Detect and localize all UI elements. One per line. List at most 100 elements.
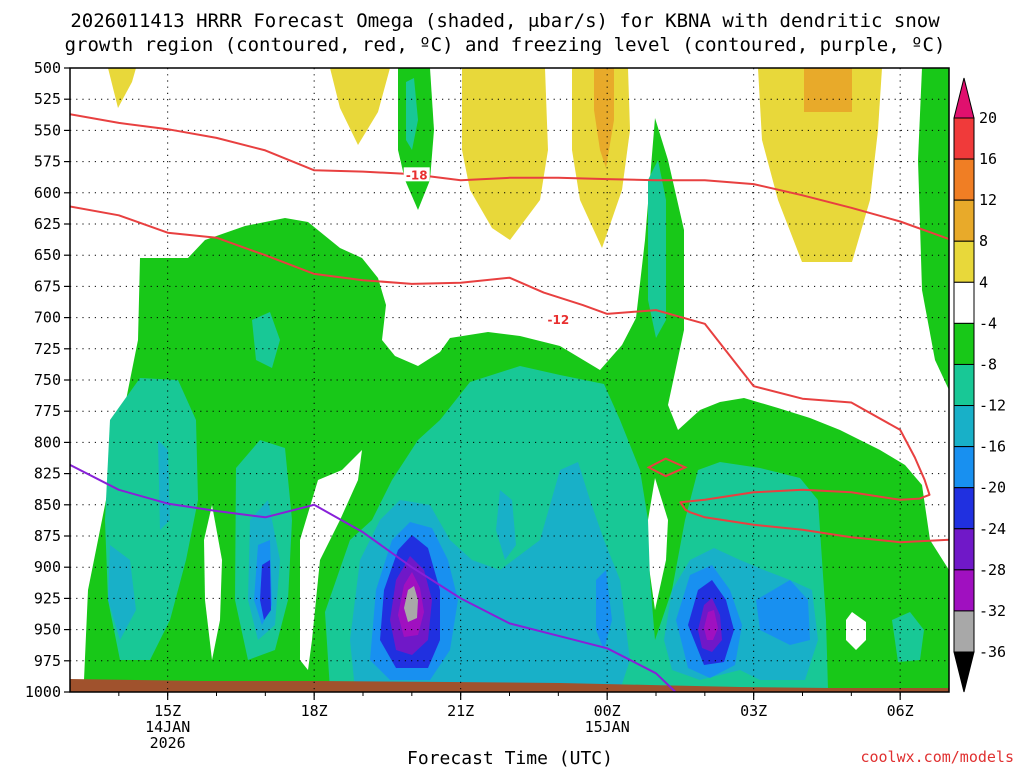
colorbar-label: 20 <box>979 109 997 127</box>
colorbar-segment <box>953 363 975 407</box>
y-tick-label: 625 <box>34 215 61 233</box>
colorbar-label: 8 <box>979 232 988 250</box>
x-tick-label: 06Z <box>887 702 914 720</box>
colorbar-segment <box>953 569 975 612</box>
y-tick-label: 500 <box>34 59 61 77</box>
omega-gap <box>846 612 866 650</box>
x-tick-label: 21Z <box>447 702 474 720</box>
y-tick-label: 650 <box>34 246 61 264</box>
omega-band-minus4 <box>918 68 949 390</box>
colorbar-segment <box>953 487 975 530</box>
y-tick-label: 700 <box>34 309 61 327</box>
x-tick-sublabel: 14JAN <box>145 718 190 736</box>
omega-positive-region <box>594 68 614 168</box>
omega-band-minus8 <box>406 78 418 150</box>
contour-labels: -18 -12 <box>403 167 572 327</box>
ground-strip <box>70 679 949 692</box>
colorbar-label: -20 <box>979 479 1006 497</box>
y-tick-label: 750 <box>34 371 61 389</box>
y-tick-label: 1000 <box>25 683 61 701</box>
colorbar-segment <box>953 322 975 365</box>
colorbar-label: 12 <box>979 191 997 209</box>
omega-gap <box>204 505 222 660</box>
omega-band-minus28 <box>704 610 718 640</box>
omega-band-minus12 <box>158 440 170 530</box>
omega-band-minus32 <box>404 586 418 622</box>
omega-band-minus16 <box>596 570 612 650</box>
colorbar-segment <box>953 446 975 489</box>
contour-dendritic-bottom <box>70 205 949 544</box>
omega-positive-region <box>804 68 852 112</box>
y-tick-label: 975 <box>34 652 61 670</box>
colorbar-label: -28 <box>979 561 1006 579</box>
colorbar-segment <box>953 281 975 324</box>
x-tick-label: 03Z <box>740 702 767 720</box>
colorbar-bottom-arrow <box>953 651 975 693</box>
x-tick-label: 18Z <box>301 702 328 720</box>
colorbar-label: 4 <box>979 273 988 291</box>
contour-dendritic-top <box>70 113 949 240</box>
y-tick-label: 550 <box>34 121 61 139</box>
colorbar-label: -32 <box>979 602 1006 620</box>
y-axis: 500 525 550 575 600 625 650 675 700 725 750 775 800 8… <box>25 59 70 701</box>
colorbar-label: -24 <box>979 520 1006 538</box>
y-tick-label: 725 <box>34 340 61 358</box>
omega-positive-region <box>758 68 882 262</box>
contour-freezing-level <box>70 464 677 692</box>
omega-band-minus12 <box>496 490 516 560</box>
omega-band-minus16 <box>756 580 810 645</box>
colorbar-label: -36 <box>979 643 1006 661</box>
contour-label: -18 <box>406 168 428 182</box>
y-tick-label: 825 <box>34 465 61 483</box>
contour-label-bg <box>545 312 572 327</box>
colorbar-segment <box>953 240 975 283</box>
omega-band-minus8 <box>252 312 280 368</box>
colorbar-segment <box>953 528 975 571</box>
x-tick-label: 15Z <box>154 702 181 720</box>
y-tick-label: 575 <box>34 153 61 171</box>
colorbar-label: -8 <box>979 355 997 373</box>
omega-positive-region <box>330 68 390 145</box>
y-tick-label: 600 <box>34 184 61 202</box>
y-tick-label: 850 <box>34 496 61 514</box>
chart-title-line-2: growth region (contoured, red, ºC) and f… <box>65 34 946 56</box>
y-tick-label: 800 <box>34 433 61 451</box>
contour-label-bg <box>403 167 430 182</box>
y-tick-label: 875 <box>34 527 61 545</box>
colorbar-segment <box>953 199 975 242</box>
colorbar-segment <box>953 405 975 448</box>
omega-band-minus12 <box>108 545 136 640</box>
colorbar-label: 16 <box>979 150 997 168</box>
colorbar-segment <box>953 158 975 201</box>
colorbar: 20 16 12 8 4 -4 -8 -12 -16 -20 -24 -28 -32 -36 <box>953 77 1006 693</box>
y-tick-label: 775 <box>34 402 61 420</box>
omega-band-minus8 <box>648 160 666 338</box>
colorbar-label: -4 <box>979 314 997 332</box>
x-tick-sublabel: 2026 <box>150 734 186 752</box>
y-tick-label: 675 <box>34 277 61 295</box>
x-tick-label: 00Z <box>594 702 621 720</box>
y-tick-label: 950 <box>34 621 61 639</box>
grid-lines <box>70 68 949 692</box>
omega-band-minus8 <box>892 612 924 662</box>
contour-lines <box>70 113 949 692</box>
omega-positive-region <box>572 68 630 248</box>
x-axis-label: Forecast Time (UTC) <box>407 748 613 768</box>
omega-gap <box>648 478 668 610</box>
colorbar-label: -12 <box>979 397 1006 415</box>
omega-positive-region <box>462 68 548 240</box>
colorbar-segment <box>953 117 975 160</box>
contour-dendritic-loop <box>646 457 688 478</box>
chart-title-line-1: 2026011413 HRRR Forecast Omega (shaded, … <box>70 10 940 32</box>
omega-band-minus20 <box>260 560 271 620</box>
y-tick-label: 900 <box>34 558 61 576</box>
contour-label: -12 <box>547 313 569 327</box>
y-tick-label: 525 <box>34 90 61 108</box>
x-tick-sublabel: 15JAN <box>585 718 630 736</box>
colorbar-label: -16 <box>979 438 1006 456</box>
omega-shading <box>70 68 949 692</box>
colorbar-segment <box>953 610 975 653</box>
colorbar-top-arrow <box>953 77 975 119</box>
